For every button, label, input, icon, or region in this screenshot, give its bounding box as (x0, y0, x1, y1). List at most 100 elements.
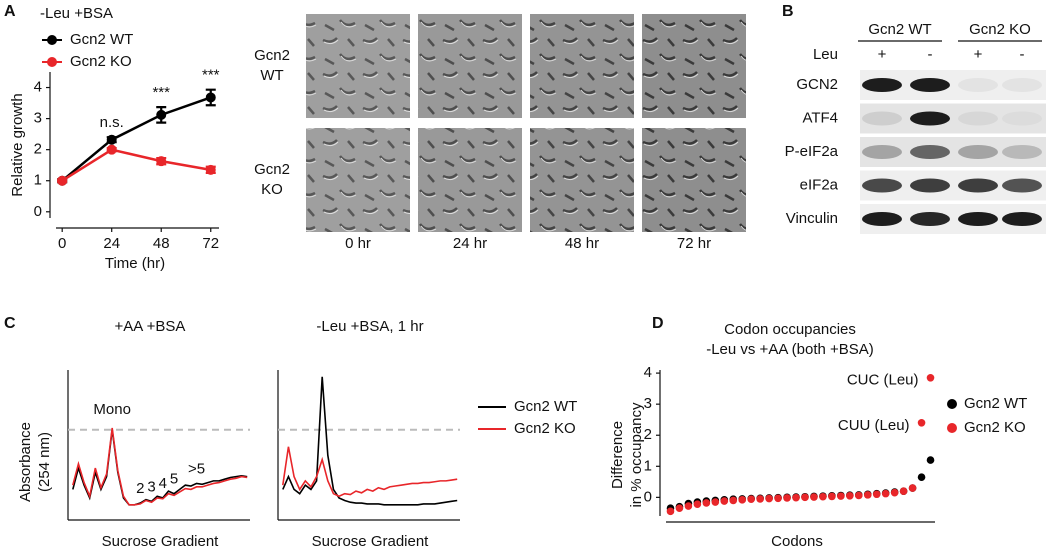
series-line (72, 427, 248, 506)
band-label: P-eIF2a (785, 143, 839, 160)
band (1002, 78, 1042, 92)
column-label: 72 hr (677, 235, 711, 252)
point (926, 456, 935, 464)
y-tick-label: 4 (34, 79, 42, 96)
lane-label: - (1020, 46, 1025, 63)
band (910, 178, 950, 193)
x-tick-label: 48 (153, 235, 170, 252)
band (958, 212, 998, 226)
y-axis-label: Absorbance (17, 422, 34, 502)
micrograph (306, 14, 410, 118)
band-label: eIF2a (800, 176, 839, 193)
annotation: Mono (93, 401, 131, 418)
y-tick-label: 0 (34, 203, 42, 220)
point (926, 373, 935, 382)
band (958, 145, 998, 159)
point (729, 496, 738, 505)
panel-label: D (652, 315, 664, 332)
row-label: Gcn2 (254, 161, 290, 178)
x-axis-label: Sucrose Gradient (102, 533, 220, 549)
band (862, 212, 902, 226)
y-tick-label: 2 (644, 426, 652, 443)
y-axis-label: Difference (609, 421, 626, 489)
y-tick-label: 3 (644, 395, 652, 412)
point (57, 175, 68, 186)
series-line (61, 148, 211, 182)
point (720, 497, 729, 505)
point (765, 494, 773, 503)
legend-label: Gcn2 WT (964, 395, 1027, 412)
point (106, 134, 117, 145)
point (747, 495, 755, 504)
row-label: Leu (813, 46, 838, 63)
micrograph (306, 128, 410, 232)
series-line (282, 446, 458, 498)
point (801, 493, 809, 502)
micrograph (418, 128, 522, 232)
point (666, 507, 675, 516)
point (854, 491, 863, 500)
legend-swatch (47, 57, 57, 67)
point (205, 92, 216, 103)
legend-label: Gcn2 WT (514, 398, 577, 415)
point (684, 502, 693, 510)
chart-title: -Leu +BSA, 1 hr (316, 318, 423, 335)
micrograph (642, 14, 746, 118)
annotation: >5 (188, 460, 205, 477)
band (910, 212, 950, 226)
y-tick-label: 3 (34, 110, 42, 127)
x-tick-label: 72 (202, 235, 219, 252)
annotation: 5 (170, 471, 178, 488)
blot-strip (860, 103, 1046, 134)
micrograph (530, 14, 634, 118)
legend-label: Gcn2 WT (70, 31, 133, 48)
point (756, 495, 764, 503)
point (837, 492, 845, 500)
band-label: ATF4 (802, 109, 838, 126)
point (810, 493, 818, 501)
legend-swatch (47, 35, 57, 45)
point (675, 504, 684, 513)
micrograph (530, 128, 634, 232)
lane-label: + (974, 46, 983, 63)
y-tick-label: 4 (644, 364, 652, 381)
panel-label: C (4, 315, 16, 332)
x-tick-label: 24 (103, 235, 120, 252)
point (819, 492, 827, 501)
y-tick-label: 1 (34, 172, 42, 189)
point (693, 500, 702, 508)
series-line (72, 429, 248, 506)
band (1002, 212, 1042, 226)
y-axis-label: Relative growth (9, 93, 26, 196)
y-axis-label: in % occupancy (628, 402, 645, 508)
series-line (61, 96, 212, 182)
legend-swatch (947, 399, 957, 409)
series-line (282, 376, 458, 506)
point (908, 484, 917, 492)
point (863, 491, 872, 499)
blot-strip (860, 137, 1046, 167)
point (156, 156, 167, 167)
group-label: Gcn2 KO (969, 21, 1031, 38)
band (862, 145, 902, 159)
band (862, 178, 902, 193)
point (846, 492, 854, 500)
annotation: CUC (Leu) (847, 372, 919, 389)
band (862, 111, 902, 126)
chart-title: +AA +BSA (115, 318, 186, 335)
band (1002, 178, 1042, 193)
chart-title: -Leu +BSA (40, 5, 113, 22)
band (1002, 145, 1042, 159)
annotation: 3 (147, 478, 155, 495)
point (917, 419, 926, 427)
point (917, 473, 926, 481)
chart-title: Codon occupancies (724, 321, 856, 338)
point (774, 494, 782, 503)
chart-title: -Leu vs +AA (both +BSA) (706, 341, 874, 358)
x-axis-label: Codons (771, 533, 823, 549)
legend-label: Gcn2 KO (964, 419, 1026, 436)
band (910, 78, 950, 92)
micrograph (418, 14, 522, 118)
y-tick-label: 1 (644, 457, 652, 474)
